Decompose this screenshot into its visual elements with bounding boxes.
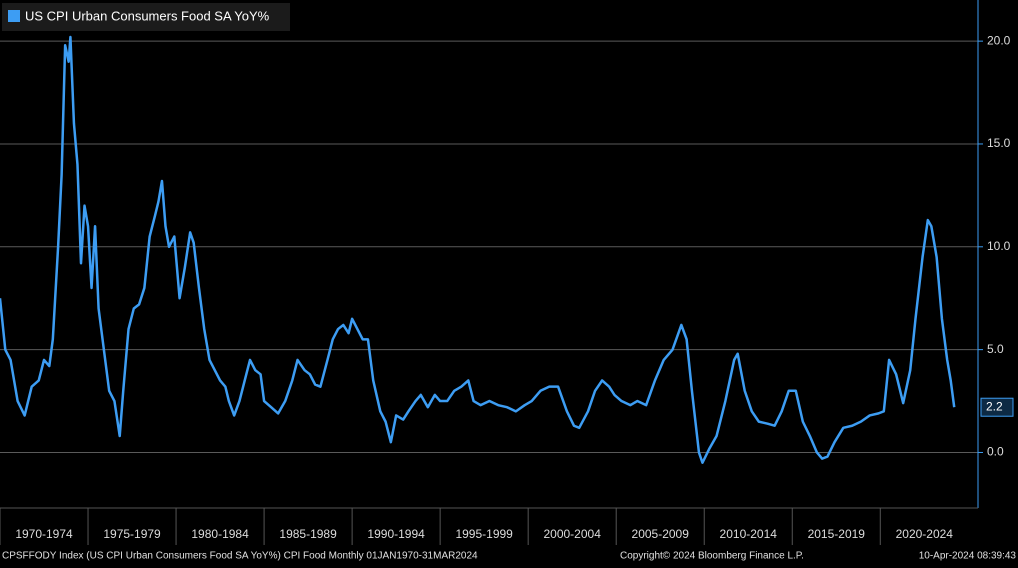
x-tick-label: 2015-2019 (808, 527, 866, 541)
legend-box (2, 3, 290, 31)
x-tick-label: 1980-1984 (191, 527, 249, 541)
x-tick-label: 2010-2014 (720, 527, 778, 541)
y-tick-label: 10.0 (987, 239, 1011, 253)
x-tick-label: 2000-2004 (543, 527, 601, 541)
y-tick-label: 15.0 (987, 136, 1011, 150)
x-tick-label: 2005-2009 (632, 527, 690, 541)
series-line (0, 35, 956, 464)
y-tick-label: 20.0 (987, 33, 1011, 47)
y-tick-label: 0.0 (987, 445, 1004, 459)
legend-label: US CPI Urban Consumers Food SA YoY% (25, 8, 270, 23)
y-tick-label: 5.0 (987, 342, 1004, 356)
x-tick-label: 2020-2024 (896, 527, 954, 541)
last-value-box (980, 397, 1014, 417)
x-tick-label: 1990-1994 (367, 527, 425, 541)
footer-right: 10-Apr-2024 08:39:43 (919, 551, 1017, 562)
x-tick-label: 1995-1999 (455, 527, 513, 541)
legend-swatch (8, 10, 20, 22)
x-tick-label: 1975-1979 (103, 527, 161, 541)
x-tick-label: 1985-1989 (279, 527, 337, 541)
x-tick-label: 1970-1974 (15, 527, 73, 541)
plot (0, 35, 956, 464)
last-value-label: 2.2 (986, 399, 1003, 413)
footer-center: Copyright© 2024 Bloomberg Finance L.P. (620, 551, 804, 562)
grid (0, 40, 978, 453)
footer-left: CPSFFODY Index (US CPI Urban Consumers F… (2, 551, 478, 562)
